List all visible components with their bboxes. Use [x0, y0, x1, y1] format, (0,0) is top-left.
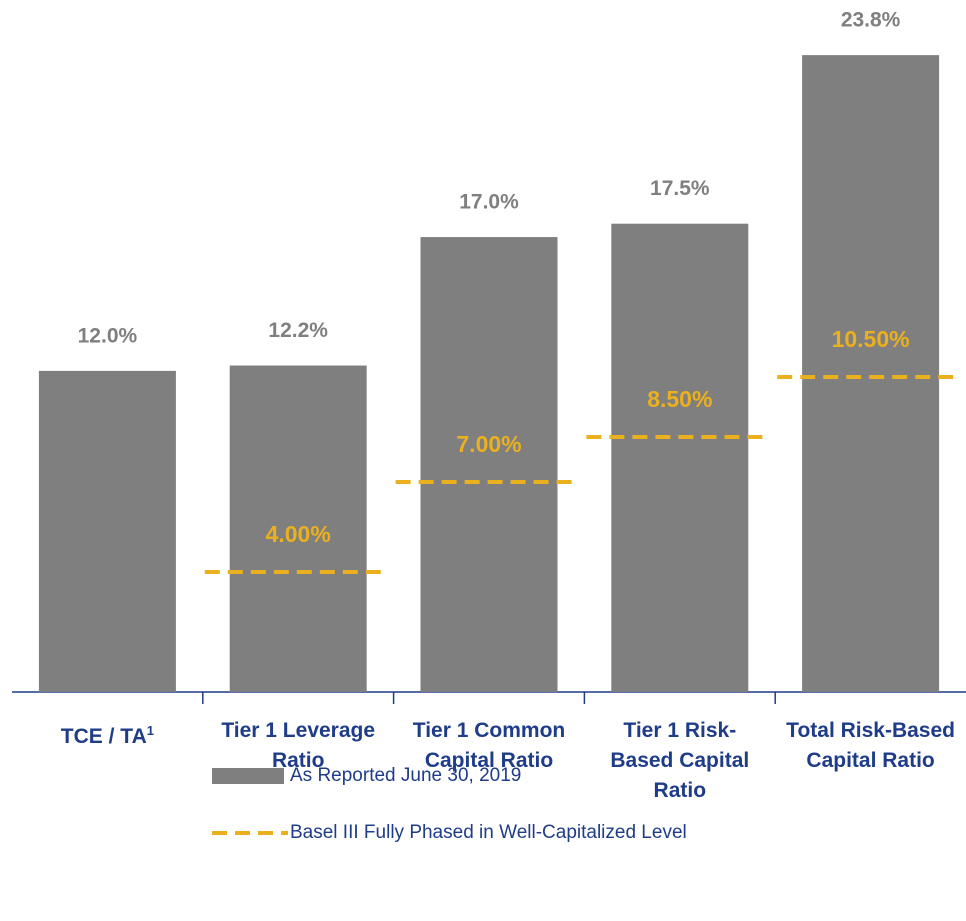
bar [229, 365, 367, 692]
legend-label: Basel III Fully Phased in Well-Capitaliz… [290, 822, 687, 843]
bar-value-label: 17.5% [650, 177, 710, 200]
bar-value-label: 12.2% [268, 319, 328, 342]
category-text: TCE / TA [60, 725, 147, 748]
x-tick-label: Tier 1 Risk-Based Capital Ratio [600, 716, 760, 806]
x-tick-label: Total Risk-Based Capital Ratio [786, 716, 956, 776]
x-tick-label: Tier 1 Leverage Ratio [208, 716, 388, 776]
threshold-label: 8.50% [647, 386, 712, 412]
bar [611, 223, 749, 692]
legend-swatch [212, 768, 284, 784]
category-text: Tier 1 Leverage Ratio [221, 719, 376, 772]
threshold-label: 4.00% [266, 521, 331, 547]
x-tick-label: Tier 1 Common Capital Ratio [399, 716, 579, 776]
bar-value-label: 17.0% [459, 191, 519, 214]
bar-value-label: 12.0% [78, 324, 138, 347]
category-text: Tier 1 Common Capital Ratio [412, 719, 566, 772]
category-text: Tier 1 Risk-Based Capital Ratio [610, 719, 750, 802]
bar [38, 370, 176, 692]
x-tick-label: TCE / TA1 [17, 716, 197, 752]
footnote-mark: 1 [146, 723, 154, 738]
threshold-label: 10.50% [832, 326, 910, 352]
category-text: Total Risk-Based Capital Ratio [786, 719, 955, 772]
threshold-label: 7.00% [456, 431, 521, 457]
bar [420, 237, 558, 692]
bar [802, 55, 940, 692]
bar-value-label: 23.8% [841, 9, 901, 32]
legend-label: As Reported June 30, 2019 [290, 765, 522, 786]
